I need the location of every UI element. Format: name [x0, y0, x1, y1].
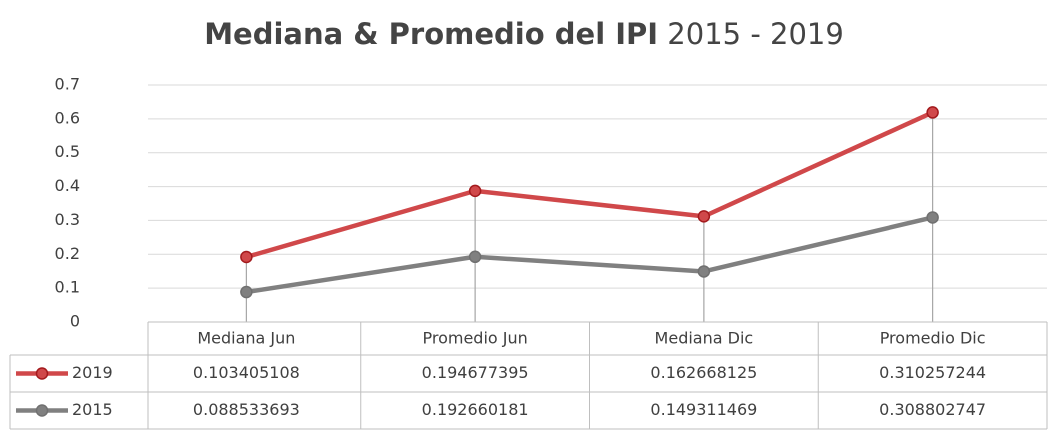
table-cell: 0.310257244	[879, 363, 986, 382]
legend-label: 2015	[72, 400, 113, 419]
x-tick-label: Promedio Jun	[422, 329, 527, 348]
series-line	[245, 110, 934, 260]
y-tick-label: 0.4	[55, 176, 80, 195]
y-tick-label: 0.7	[55, 75, 80, 94]
marker	[468, 184, 482, 198]
y-tick-label: 0.3	[55, 210, 80, 229]
table-cell: 0.149311469	[650, 400, 757, 419]
x-tick-label: Mediana Jun	[197, 329, 295, 348]
y-tick-label: 0.6	[55, 108, 80, 127]
marker	[468, 250, 482, 264]
marker	[240, 285, 253, 299]
title-suffix: 2015 - 2019	[667, 17, 844, 51]
marker	[697, 210, 711, 223]
table-cell: 0.194677395	[422, 363, 529, 382]
x-tick-label: Mediana Dic	[655, 329, 754, 348]
marker	[240, 250, 253, 264]
table-cell: 0.103405108	[193, 363, 300, 382]
legend-marker	[35, 404, 49, 417]
y-tick-label: 0.2	[55, 244, 80, 263]
y-tick-label: 0.5	[55, 142, 80, 161]
legend-label: 2019	[72, 363, 113, 382]
legend-marker	[35, 367, 49, 380]
marker	[926, 211, 939, 224]
chart-title: Mediana & Promedio del IPI 2015 - 2019	[204, 17, 844, 51]
x-tick-label: Promedio Dic	[880, 329, 986, 348]
y-tick-label: 0.1	[55, 278, 80, 297]
title-main: Mediana & Promedio del IPI	[204, 17, 658, 51]
series-line	[246, 215, 934, 295]
marker	[697, 265, 711, 278]
table-cell: 0.088533693	[193, 400, 300, 419]
table-cell: 0.308802747	[879, 400, 986, 419]
y-tick-label: 0	[70, 312, 80, 331]
table-cell: 0.192660181	[422, 400, 529, 419]
table-cell: 0.162668125	[650, 363, 757, 382]
marker	[926, 106, 939, 119]
